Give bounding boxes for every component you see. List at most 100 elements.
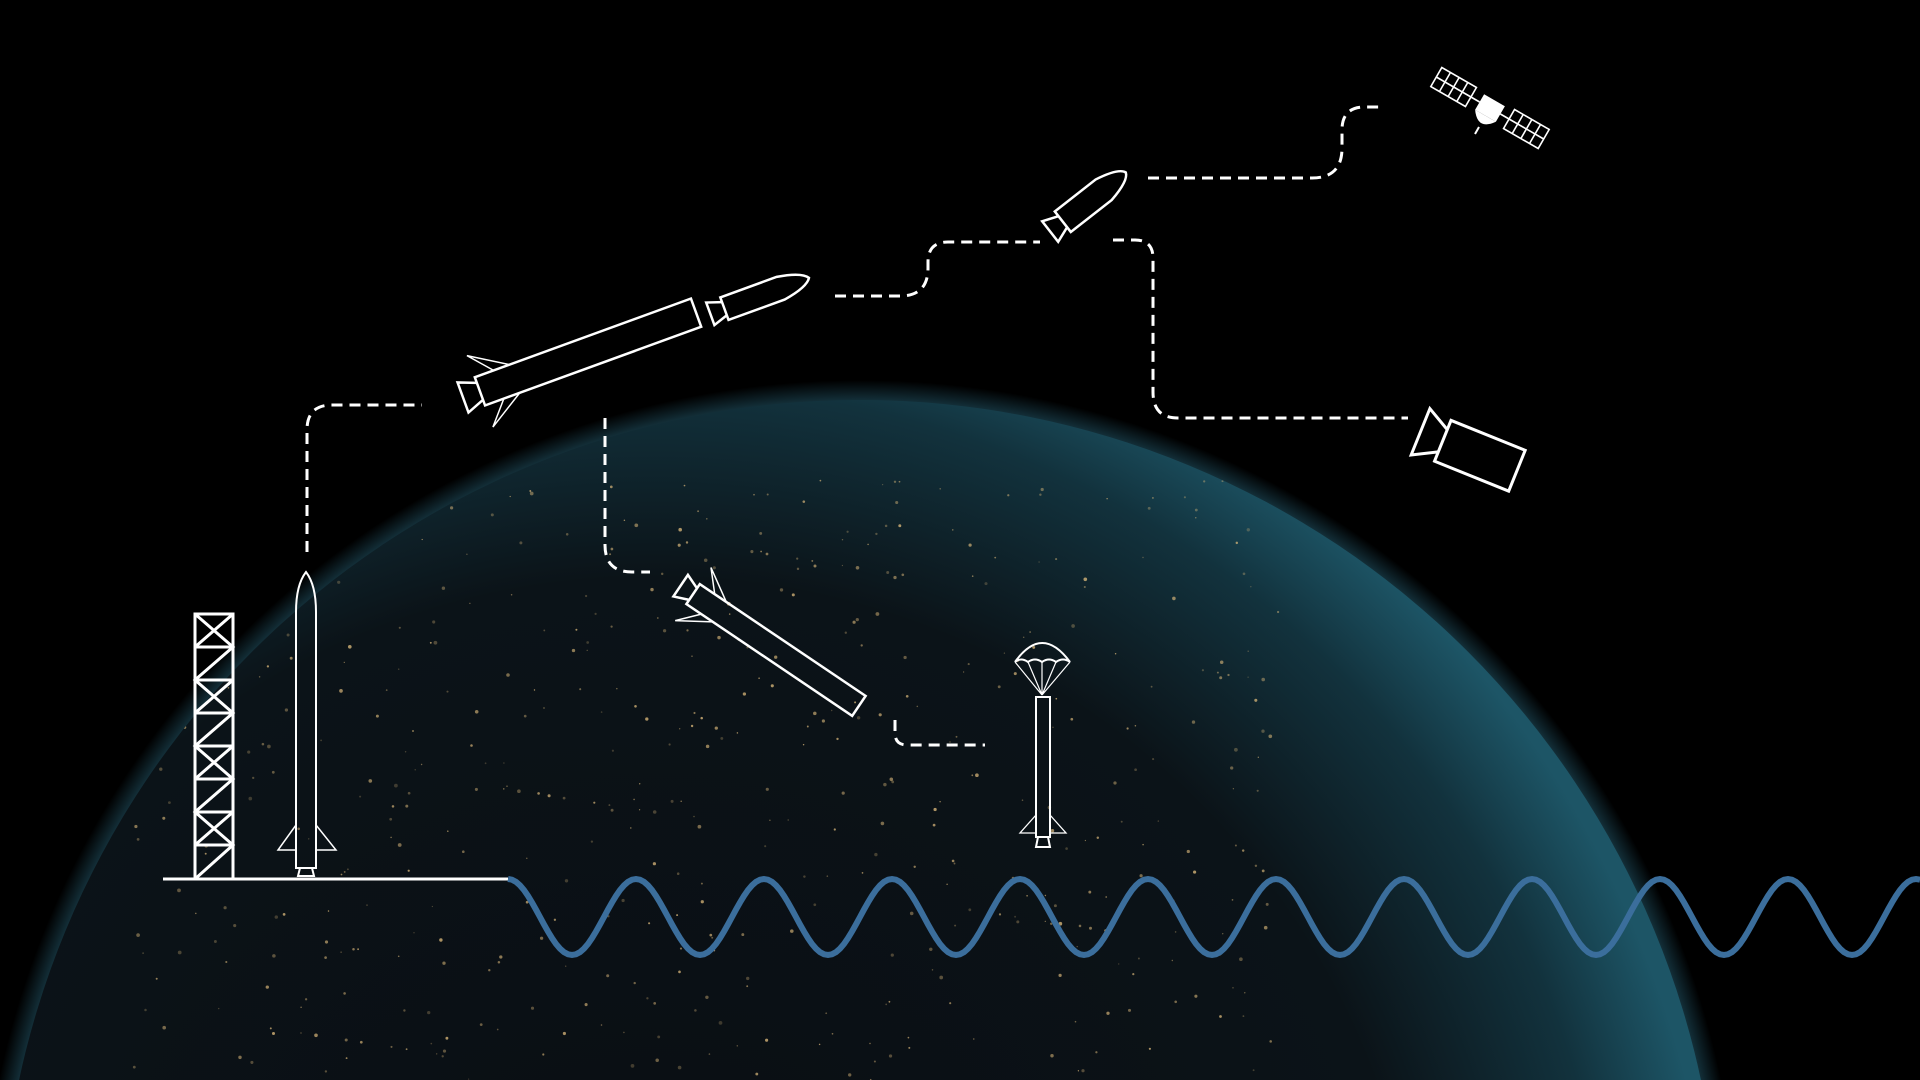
city-light <box>1195 517 1197 519</box>
city-light <box>746 976 750 981</box>
city-light <box>742 692 747 696</box>
city-light <box>213 940 217 943</box>
city-light <box>1077 1070 1080 1072</box>
city-light <box>885 1003 888 1006</box>
city-light <box>238 1055 242 1060</box>
city-light <box>1029 631 1031 633</box>
ocean-wave-icon <box>507 875 1920 959</box>
city-light <box>854 701 857 704</box>
city-light <box>195 912 197 915</box>
city-light <box>813 564 817 568</box>
city-light <box>1150 685 1153 688</box>
city-light <box>150 664 154 668</box>
city-light <box>893 575 897 580</box>
city-light <box>529 491 534 496</box>
city-light <box>343 661 345 664</box>
city-light <box>204 513 207 516</box>
city-light <box>162 1025 166 1030</box>
city-light <box>469 602 471 604</box>
city-light <box>830 709 833 712</box>
city-light <box>1105 896 1108 898</box>
city-light <box>282 913 286 916</box>
city-light <box>1139 874 1143 878</box>
city-light <box>223 565 225 568</box>
city-light <box>136 838 140 841</box>
city-light <box>1239 957 1243 962</box>
city-light <box>683 484 686 487</box>
city-light <box>677 543 681 547</box>
city-light <box>736 1045 739 1047</box>
city-light <box>530 1006 535 1010</box>
city-light <box>156 571 160 575</box>
city-light <box>954 924 957 927</box>
city-light <box>1026 894 1028 897</box>
city-light <box>700 716 703 720</box>
city-light <box>526 857 528 860</box>
city-light <box>616 687 618 690</box>
city-light <box>648 922 651 925</box>
city-light <box>1147 506 1151 510</box>
city-light <box>533 689 536 691</box>
city-light <box>584 594 588 598</box>
city-light <box>271 1031 276 1036</box>
city-light <box>510 594 513 596</box>
city-light <box>634 523 639 528</box>
city-light <box>1050 829 1055 833</box>
city-light <box>953 862 956 865</box>
city-light <box>893 480 897 484</box>
city-light <box>1235 541 1239 545</box>
city-light <box>1022 636 1025 639</box>
city-light <box>1152 758 1155 761</box>
city-light <box>427 1010 431 1015</box>
city-light <box>441 586 446 590</box>
city-light <box>1088 890 1092 894</box>
earth-globe-icon <box>0 380 1722 1080</box>
trajectory-ascent <box>305 403 422 552</box>
city-light <box>1132 973 1135 976</box>
city-light <box>307 838 310 840</box>
city-light <box>1171 959 1173 962</box>
city-light <box>1142 843 1144 846</box>
city-light <box>971 774 974 777</box>
city-light <box>324 1070 328 1073</box>
city-light <box>760 550 762 553</box>
city-light <box>929 947 933 952</box>
city-light <box>867 543 869 546</box>
city-light <box>973 1038 975 1040</box>
city-light <box>931 969 934 971</box>
city-light <box>297 827 301 831</box>
city-light <box>225 960 228 964</box>
city-light <box>600 1024 603 1026</box>
city-light <box>861 872 864 874</box>
city-light <box>678 527 682 532</box>
city-light <box>233 924 237 928</box>
city-light <box>593 801 596 804</box>
city-light <box>1174 931 1177 933</box>
city-light <box>1261 677 1266 682</box>
city-light <box>579 688 582 691</box>
city-light <box>310 488 315 492</box>
city-light <box>1032 645 1036 649</box>
city-light <box>320 480 324 484</box>
city-light <box>1242 572 1246 576</box>
city-light <box>888 1054 893 1058</box>
city-light <box>436 1053 438 1055</box>
city-light <box>430 1042 433 1045</box>
city-light <box>765 787 769 791</box>
city-light <box>446 690 449 693</box>
city-light <box>345 1057 348 1060</box>
city-light <box>678 970 681 974</box>
city-light <box>1250 585 1252 588</box>
city-light <box>705 995 709 1000</box>
city-light <box>691 655 693 657</box>
trajectory-booster-return <box>603 418 650 574</box>
city-light <box>586 641 590 644</box>
city-light <box>303 498 306 502</box>
city-light <box>1268 734 1273 739</box>
city-light <box>543 707 545 709</box>
city-light <box>1120 820 1123 823</box>
city-light <box>421 538 423 541</box>
city-light <box>352 948 355 951</box>
city-light <box>680 800 682 802</box>
city-light <box>155 977 158 980</box>
